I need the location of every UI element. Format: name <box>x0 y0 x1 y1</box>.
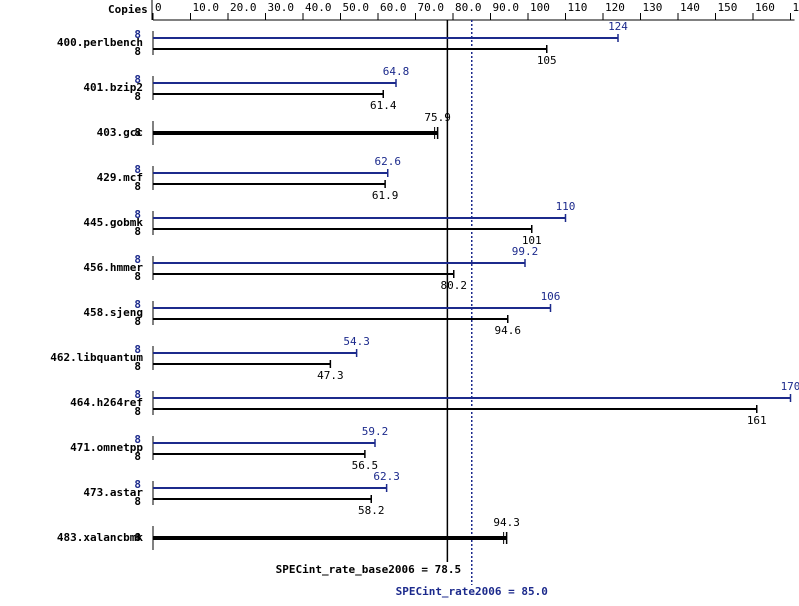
value-label: 110 <box>556 200 576 213</box>
value-label: 94.6 <box>495 324 522 337</box>
value-label: 56.5 <box>352 459 379 472</box>
x-tick-label: 120 <box>605 1 625 14</box>
x-tick-label: 130 <box>643 1 663 14</box>
x-tick-label: 100 <box>530 1 550 14</box>
benchmark-label: 456.hmmer <box>83 261 143 274</box>
copies-label: 8 <box>134 478 141 491</box>
value-label: 47.3 <box>317 369 344 382</box>
value-label: 94.3 <box>493 516 520 529</box>
x-tick-label: 140 <box>680 1 700 14</box>
copies-label: 8 <box>134 180 141 193</box>
copies-label: 8 <box>134 531 141 544</box>
benchmark-label: 400.perlbench <box>57 36 143 49</box>
x-tick-label: 110 <box>568 1 588 14</box>
benchmark-label: 462.libquantum <box>50 351 143 364</box>
value-label: 75.9 <box>424 111 451 124</box>
copies-label: 8 <box>134 270 141 283</box>
copies-label: 8 <box>134 360 141 373</box>
copies-label: 8 <box>134 208 141 221</box>
copies-label: 8 <box>134 225 141 238</box>
x-tick-label: 40.0 <box>305 1 332 14</box>
value-label: 59.2 <box>362 425 389 438</box>
copies-header: Copies <box>108 3 148 16</box>
copies-label: 8 <box>134 163 141 176</box>
copies-label: 8 <box>134 343 141 356</box>
benchmark-label: 473.astar <box>83 486 143 499</box>
x-tick-label: 70.0 <box>418 1 445 14</box>
value-label: 62.6 <box>375 155 402 168</box>
copies-label: 8 <box>134 253 141 266</box>
copies-label: 8 <box>134 73 141 86</box>
x-tick-label: 150 <box>718 1 738 14</box>
benchmark-label: 471.omnetpp <box>70 441 143 454</box>
x-tick-label: 50.0 <box>343 1 370 14</box>
value-label: 170 <box>781 380 799 393</box>
value-label: 101 <box>522 234 542 247</box>
copies-label: 8 <box>134 126 141 139</box>
x-tick-label: 10.0 <box>193 1 220 14</box>
x-tick-label: 160 <box>755 1 775 14</box>
value-label: 99.2 <box>512 245 539 258</box>
copies-label: 8 <box>134 495 141 508</box>
value-label: 64.8 <box>383 65 410 78</box>
value-label: 61.9 <box>372 189 399 202</box>
copies-label: 8 <box>134 45 141 58</box>
value-label: 54.3 <box>343 335 370 348</box>
copies-label: 8 <box>134 28 141 41</box>
benchmark-label: 445.gobmk <box>83 216 143 229</box>
x-tick-label: 80.0 <box>455 1 482 14</box>
x-tick-label: 90.0 <box>493 1 520 14</box>
benchmark-label: 429.mcf <box>97 171 143 184</box>
copies-label: 8 <box>134 90 141 103</box>
x-tick-label: 20.0 <box>230 1 257 14</box>
copies-label: 8 <box>134 388 141 401</box>
reference-label: SPECint_rate2006 = 85.0 <box>396 585 548 598</box>
benchmark-label: 464.h264ref <box>70 396 143 409</box>
benchmark-label: 401.bzip2 <box>83 81 143 94</box>
value-label: 58.2 <box>358 504 385 517</box>
x-tick-label: 60.0 <box>380 1 407 14</box>
copies-label: 8 <box>134 298 141 311</box>
value-label: 80.2 <box>441 279 468 292</box>
reference-label: SPECint_rate_base2006 = 78.5 <box>276 563 461 576</box>
copies-label: 8 <box>134 315 141 328</box>
value-label: 161 <box>747 414 767 427</box>
value-label: 105 <box>537 54 557 67</box>
copies-label: 8 <box>134 433 141 446</box>
benchmark-label: 483.xalancbmk <box>57 531 143 544</box>
x-tick-label: 170 <box>793 1 799 14</box>
benchmark-label: 458.sjeng <box>83 306 143 319</box>
copies-label: 8 <box>134 450 141 463</box>
copies-label: 8 <box>134 405 141 418</box>
x-tick-label: 30.0 <box>268 1 295 14</box>
value-label: 106 <box>541 290 561 303</box>
x-tick-label: 0 <box>155 1 162 14</box>
value-label: 124 <box>608 20 628 33</box>
value-label: 61.4 <box>370 99 397 112</box>
value-label: 62.3 <box>373 470 400 483</box>
benchmark-label: 403.gcc <box>97 126 143 139</box>
